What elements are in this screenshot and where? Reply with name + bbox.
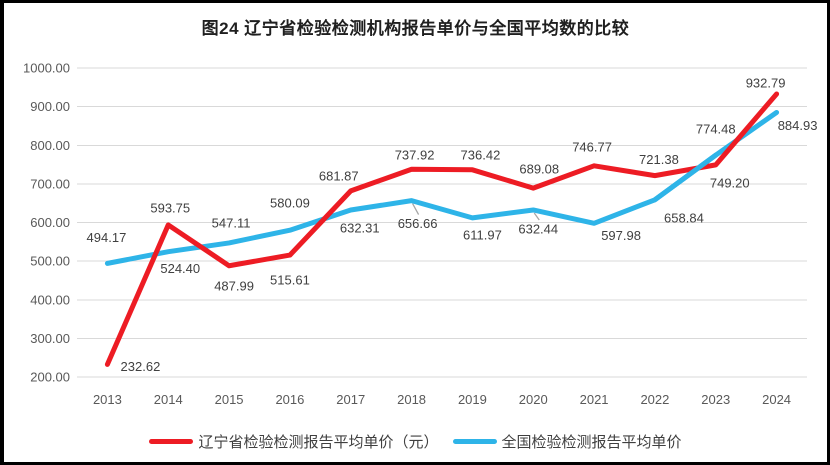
x-axis-tick-label: 2018: [397, 392, 426, 407]
data-point-label: 547.11: [212, 215, 251, 230]
data-point-label: 774.48: [696, 122, 736, 137]
data-point-label: 524.40: [160, 261, 200, 276]
series-line-national-overlay-segment: [652, 152, 719, 203]
data-point-label: 746.77: [572, 139, 612, 154]
legend-item-liaoning: 辽宁省检验检测报告平均单价（元）: [149, 431, 439, 452]
legend-label-national: 全国检验检测报告平均单价: [501, 433, 682, 451]
x-axis-tick-label: 2017: [336, 392, 365, 407]
data-point-label: 721.38: [639, 152, 679, 167]
y-axis-tick-label: 200.00: [30, 370, 70, 385]
legend-label-liaoning: 辽宁省检验检测报告平均单价（元）: [198, 433, 439, 451]
x-axis-tick-label: 2022: [640, 392, 669, 407]
x-axis-tick-label: 2015: [215, 392, 244, 407]
data-point-label: 494.17: [87, 230, 127, 245]
data-point-label: 580.09: [270, 196, 310, 211]
x-axis-tick-label: 2014: [154, 392, 183, 407]
data-point-label: 656.66: [398, 216, 438, 231]
data-point-label: 737.92: [395, 148, 435, 163]
x-axis-tick-label: 2019: [458, 392, 487, 407]
data-point-label: 593.75: [150, 200, 190, 215]
data-point-label: 736.42: [461, 147, 501, 162]
data-label-leader-line: [533, 212, 540, 221]
data-point-label: 632.31: [340, 221, 380, 236]
y-axis-tick-label: 300.00: [30, 331, 70, 346]
x-axis-tick-label: 2020: [519, 392, 548, 407]
data-point-label: 884.93: [778, 118, 818, 133]
red-line-swatch: [149, 438, 194, 444]
chart-legend: 辽宁省检验检测报告平均单价（元） 全国检验检测报告平均单价: [4, 427, 827, 455]
y-axis-tick-label: 900.00: [30, 99, 70, 114]
legend-item-national: 全国检验检测报告平均单价: [452, 431, 682, 452]
y-axis-tick-label: 600.00: [30, 215, 70, 230]
x-axis-tick-label: 2024: [762, 392, 791, 407]
data-label-leader-line: [412, 203, 420, 215]
y-axis-tick-label: 700.00: [30, 176, 70, 191]
x-axis-tick-label: 2021: [580, 392, 609, 407]
series-line-liaoning: [104, 91, 780, 367]
y-axis-tick-label: 500.00: [30, 254, 70, 269]
data-point-label: 515.61: [270, 273, 310, 288]
y-axis-tick-label: 1000.00: [23, 61, 70, 76]
data-point-label: 232.62: [121, 359, 161, 374]
x-axis-tick-label: 2016: [275, 392, 304, 407]
data-point-label: 632.44: [518, 221, 558, 236]
y-axis-tick-label: 800.00: [30, 138, 70, 153]
x-axis-tick-label: 2013: [93, 392, 122, 407]
data-point-label: 487.99: [214, 278, 254, 293]
data-point-label: 681.87: [319, 168, 359, 183]
data-point-label: 658.84: [664, 210, 704, 225]
data-point-label: 597.98: [601, 228, 641, 243]
blue-line-swatch: [452, 438, 497, 444]
x-axis-tick-label: 2023: [701, 392, 730, 407]
data-point-label: 932.79: [746, 75, 786, 90]
y-axis-tick-label: 400.00: [30, 292, 70, 307]
data-point-label: 749.20: [710, 175, 750, 190]
series-line-national: [104, 109, 780, 266]
data-point-label: 611.97: [463, 227, 502, 242]
data-point-label: 689.08: [519, 162, 559, 177]
chart-title: 图24 辽宁省检验检测机构报告单价与全国平均数的比较: [201, 19, 630, 38]
